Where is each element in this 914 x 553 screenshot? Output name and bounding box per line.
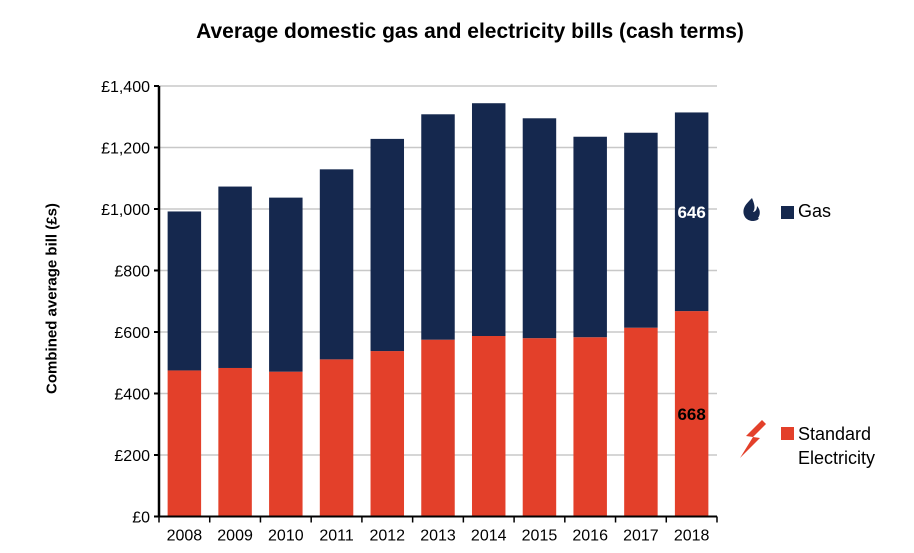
x-tick-label: 2018	[674, 528, 710, 545]
bar-electricity-2012	[370, 351, 405, 517]
legend-label-gas: Gas	[798, 201, 832, 221]
y-tick-label: £800	[114, 264, 150, 281]
bar-gas-2016	[573, 136, 607, 338]
x-tick-label: 2012	[369, 528, 405, 545]
x-tick-label: 2008	[167, 528, 203, 545]
x-tick-label: 2010	[268, 528, 304, 545]
x-tick-label: 2016	[572, 528, 608, 545]
bar-gas-2012	[370, 138, 405, 352]
bar-electricity-2011	[319, 359, 354, 517]
y-tick-label: £1,400	[101, 79, 150, 96]
x-tick-label: 2014	[471, 528, 507, 545]
y-tick-label: £200	[114, 448, 150, 465]
y-tick-label: £1,200	[101, 141, 150, 158]
bar-electricity-2013	[421, 339, 455, 517]
legend-swatch-electricity	[781, 427, 794, 440]
bar-gas-2008	[167, 211, 202, 371]
bar-gas-2009	[218, 186, 252, 368]
bar-electricity-2015	[522, 338, 557, 517]
y-tick-label: £1,000	[101, 202, 150, 219]
x-tick-label: 2011	[319, 528, 354, 545]
bar-electricity-2016	[573, 337, 607, 517]
bar-gas-2014	[471, 103, 506, 336]
bar-electricity-2008	[167, 370, 202, 517]
data-label: 646	[677, 203, 705, 222]
y-tick-label: £0	[132, 510, 150, 527]
bar-electricity-2014	[471, 335, 506, 517]
chart-title: Average domestic gas and electricity bil…	[196, 20, 744, 43]
bar-gas-2017	[624, 132, 658, 328]
data-label: 668	[677, 405, 705, 424]
x-tick-label: 2017	[623, 528, 659, 545]
x-tick-label: 2015	[522, 528, 558, 545]
bar-gas-2018	[674, 112, 709, 312]
bar-gas-2013	[421, 114, 455, 340]
bar-electricity-2018	[674, 311, 709, 517]
bar-gas-2010	[269, 197, 303, 372]
x-tick-label: 2013	[420, 528, 456, 545]
bar-gas-2015	[522, 118, 557, 339]
y-tick-label: £600	[114, 325, 150, 342]
bar-electricity-2009	[218, 367, 252, 517]
x-tick-label: 2009	[217, 528, 253, 545]
bar-electricity-2017	[624, 327, 658, 517]
legend-label-electricity: Standard Electricity	[798, 424, 876, 468]
y-tick-label: £400	[114, 387, 150, 404]
bar-electricity-2010	[269, 371, 303, 517]
bar-gas-2011	[319, 169, 354, 360]
legend-swatch-gas	[781, 206, 794, 219]
